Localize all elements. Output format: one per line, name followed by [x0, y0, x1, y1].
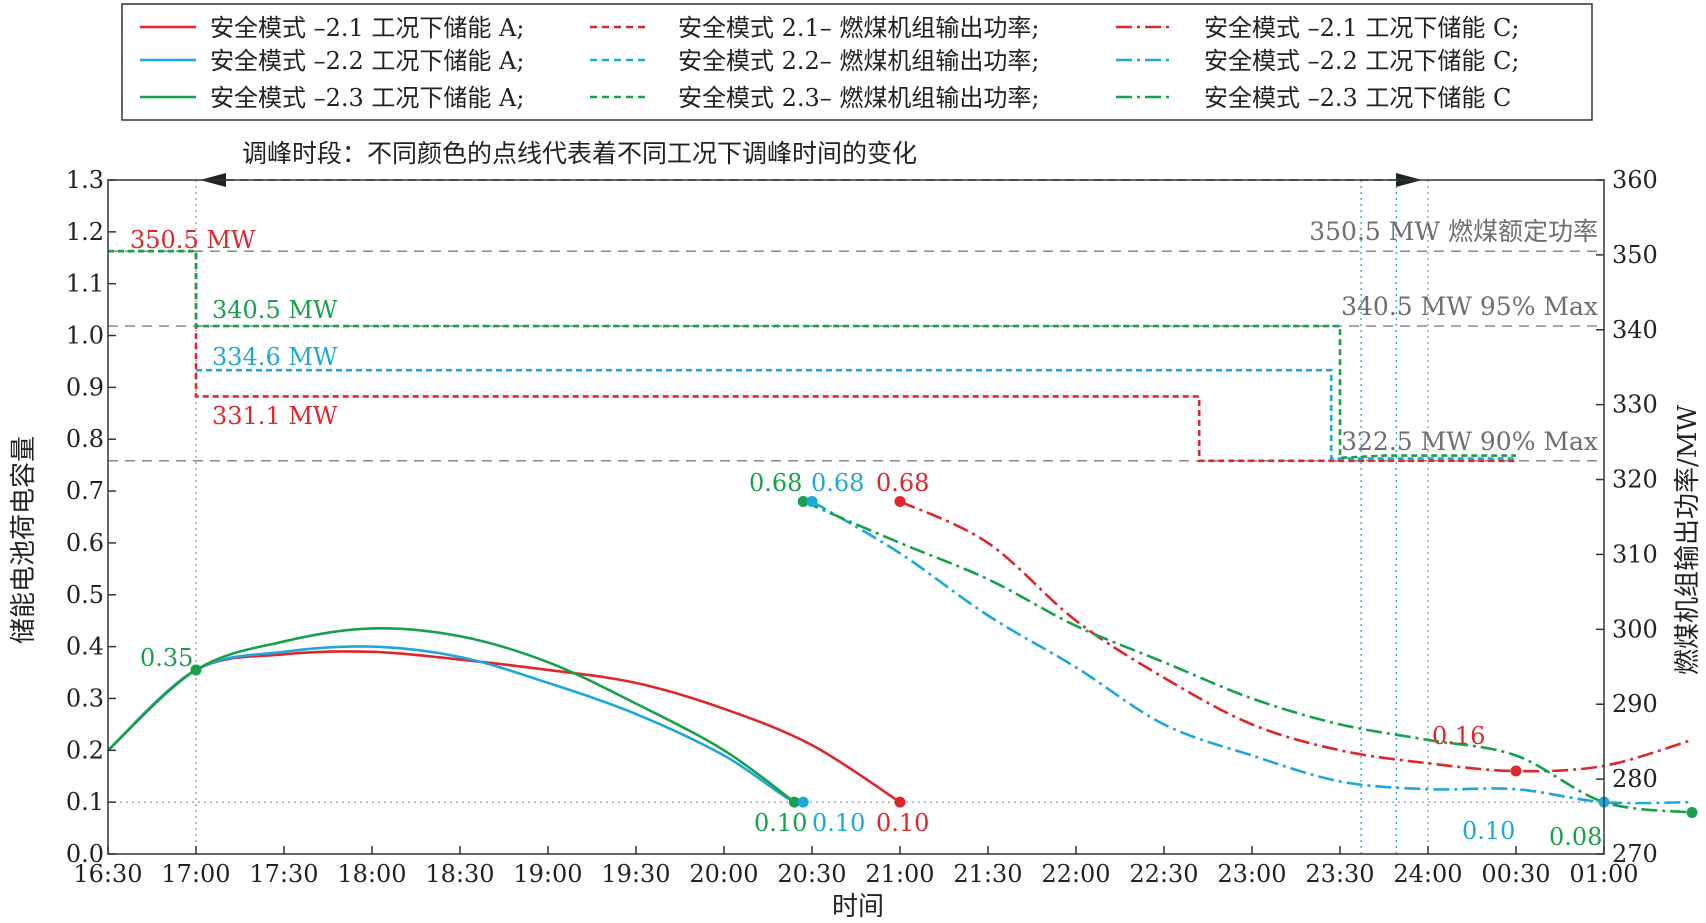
series-m22-A: [107, 645, 804, 804]
legend-frame: [121, 3, 1593, 121]
m21-a-end-label: 0.10: [876, 809, 929, 837]
x-tick-label: 18:00: [337, 860, 406, 888]
x-tick-label: 17:00: [161, 860, 230, 888]
x-tick-label: 21:30: [953, 860, 1022, 888]
reference-line-label: 322.5 MW 90% Max: [1341, 427, 1598, 456]
x-tick-label: 01:00: [1569, 860, 1638, 888]
y-right-tick-label: 270: [1612, 840, 1658, 868]
x-axis-title: 时间: [832, 892, 884, 922]
data-point: [190, 664, 202, 676]
y-right-tick-label: 340: [1612, 316, 1658, 344]
series-layer: [107, 249, 1698, 819]
y-left-tick-label: 0.7: [66, 477, 104, 505]
legend-label-m23-A: 安全模式 –2.3 工况下储能 A;: [210, 84, 524, 112]
plot-frame: [107, 179, 1605, 855]
data-point: [797, 495, 809, 507]
coal-m23-label: 340.5 MW: [212, 296, 338, 324]
m23-c-start-label: 0.68: [749, 469, 802, 497]
m23-a-end-label: 0.10: [754, 809, 807, 837]
legend-label-m23-C: 安全模式 –2.3 工况下储能 C: [1204, 84, 1511, 112]
legend-label-m23-coal: 安全模式 2.3– 燃煤机组输出功率;: [678, 84, 1040, 112]
series-m23-A: [107, 627, 796, 804]
y-right-tick-label: 320: [1612, 466, 1658, 494]
data-point: [806, 495, 818, 507]
x-tick-label: 19:00: [513, 860, 582, 888]
coal-m22-label: 334.6 MW: [212, 343, 338, 371]
y-right-tick-label: 300: [1612, 615, 1658, 643]
coal-m21-start-label: 350.5 MW: [130, 226, 256, 254]
grid-layer: 350.5 MW 燃煤额定功率 340.5 MW 95% Max 322.5 MW …: [108, 180, 1604, 854]
x-tick-label: 20:30: [777, 860, 846, 888]
y-left-tick-label: 0.2: [66, 736, 104, 764]
y-left-tick-label: 0.1: [66, 788, 104, 816]
m22-c-end-label: 0.10: [1462, 817, 1515, 845]
y-left-tick-label: 0.9: [66, 373, 104, 401]
legend-label-m22-coal: 安全模式 2.2– 燃煤机组输出功率;: [678, 47, 1040, 75]
legend-label-m22-A: 安全模式 –2.2 工况下储能 A;: [210, 47, 524, 75]
legend-label-m21-C: 安全模式 –2.1 工况下储能 C;: [1204, 14, 1520, 42]
y-right-tick-label: 290: [1612, 690, 1658, 718]
m21-c-min-label: 0.16: [1432, 722, 1485, 750]
x-tick-label: 17:30: [249, 860, 318, 888]
y-right-tick-label: 360: [1612, 166, 1658, 194]
reference-line-label: 350.5 MW 燃煤额定功率: [1309, 217, 1598, 246]
series-m21-A: [107, 650, 901, 804]
x-tick-label: 24:00: [1393, 860, 1462, 888]
data-point: [894, 796, 906, 808]
x-tick-label: 21:00: [865, 860, 934, 888]
y-left-tick-label: 0.0: [66, 840, 104, 868]
y-left-tick-label: 1.1: [66, 270, 104, 298]
data-point: [1686, 807, 1698, 819]
y-left-tick-label: 1.3: [66, 166, 104, 194]
y-right-tick-label: 330: [1612, 391, 1658, 419]
series-m22-C: [811, 500, 1693, 805]
m22-a-end-label: 0.10: [812, 809, 865, 837]
legend-label-m21-A: 安全模式 –2.1 工况下储能 A;: [210, 14, 524, 42]
x-tick-label: 00:30: [1481, 860, 1550, 888]
x-tick-label: 23:00: [1217, 860, 1286, 888]
y-right-tick-label: 280: [1612, 765, 1658, 793]
x-tick-label: 16:30: [73, 860, 142, 888]
y-left-tick-label: 0.6: [66, 529, 104, 557]
data-point: [797, 796, 809, 808]
peak-period-label: 调峰时段：不同颜色的点线代表着不同工况下调峰时间的变化: [242, 139, 917, 168]
data-point: [894, 495, 906, 507]
data-labels-layer: 350.5 MW 340.5 MW 334.6 MW 331.1 MW 0.35 0.10…: [130, 226, 1602, 851]
y-left-tick-label: 0.4: [66, 633, 104, 661]
data-point: [1510, 765, 1522, 777]
y-right-tick-label: 350: [1612, 241, 1658, 269]
series-m23-C: [802, 500, 1693, 814]
x-tick-label: 19:30: [601, 860, 670, 888]
y-left-tick-label: 0.8: [66, 425, 104, 453]
y-left-tick-label: 1.2: [66, 218, 104, 246]
m23-c-end-label: 0.08: [1549, 823, 1602, 851]
axes-layer: 16:30 17:00 17:30 18:00 18:30 19:00 19:30 20:00…: [66, 166, 1658, 888]
series-m21-C: [899, 500, 1693, 773]
x-tick-label: 23:30: [1305, 860, 1374, 888]
y-right-tick-label: 310: [1612, 540, 1658, 568]
a-start-label: 0.35: [140, 644, 193, 672]
legend-label-m21-coal: 安全模式 2.1– 燃煤机组输出功率;: [678, 14, 1040, 42]
y-left-tick-label: 1.0: [66, 322, 104, 350]
y-left-tick-label: 0.3: [66, 684, 104, 712]
x-tick-label: 22:00: [1041, 860, 1110, 888]
legend: 安全模式 –2.1 工况下储能 A; 安全模式 2.1– 燃煤机组输出功率; 安全模…: [121, 3, 1593, 121]
series-m23-coal: [108, 249, 1516, 460]
y-left-axis-title: 储能电池荷电容量: [9, 436, 39, 644]
x-tick-label: 20:00: [689, 860, 758, 888]
reference-line-label: 340.5 MW 95% Max: [1341, 292, 1598, 321]
x-tick-label: 22:30: [1129, 860, 1198, 888]
m22-c-start-label: 0.68: [811, 469, 864, 497]
series-m22-coal: [196, 368, 1516, 460]
y-left-tick-label: 0.5: [66, 581, 104, 609]
legend-label-m22-C: 安全模式 –2.2 工况下储能 C;: [1204, 47, 1520, 75]
coal-m21-label: 331.1 MW: [212, 402, 338, 430]
m21-c-start-label: 0.68: [876, 469, 929, 497]
y-right-axis-title: 燃煤机组输出功率/MW: [1673, 405, 1703, 675]
data-point: [788, 796, 800, 808]
x-tick-label: 18:30: [425, 860, 494, 888]
